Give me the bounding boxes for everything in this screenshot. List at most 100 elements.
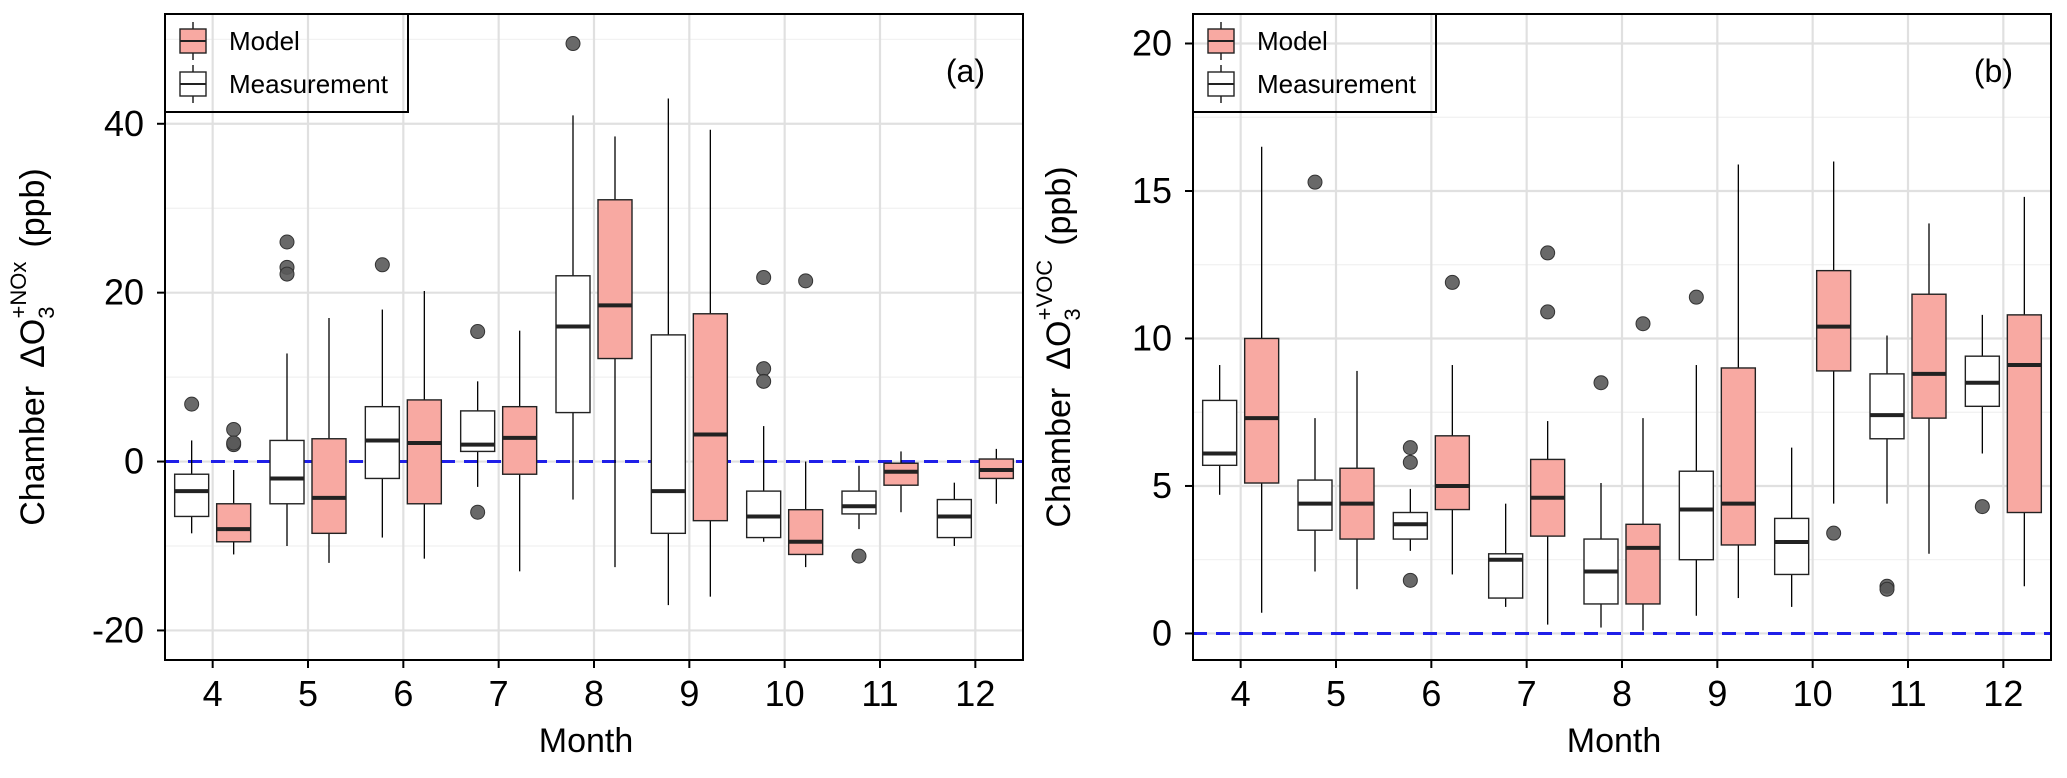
y-tick-label: 40 (104, 103, 144, 144)
panel-a-y-axis-title: Chamber ΔO3+NOx (ppb) (6, 168, 59, 526)
x-tick-label: 5 (1326, 673, 1346, 714)
box-measurement-month-6 (1392, 440, 1429, 588)
iqr-box (311, 438, 347, 535)
outlier-point (279, 266, 295, 282)
x-tick-label: 9 (1707, 673, 1727, 714)
panel-a-legend-key-measurement (179, 65, 207, 103)
outlier-point (1402, 440, 1418, 456)
iqr-box (650, 334, 687, 535)
iqr-box (1869, 373, 1905, 440)
panel-b-y-axis-title: Chamber ΔO3+VOC (ppb) (1032, 166, 1085, 527)
y-tick-label: 0 (124, 441, 144, 482)
box-model-month-5 (1339, 370, 1375, 590)
x-tick-label: 4 (203, 673, 223, 714)
outlier-point (1540, 304, 1556, 320)
outlier-point (374, 257, 390, 273)
box-model-month-9 (692, 129, 729, 597)
iqr-box (1434, 435, 1471, 511)
outlier-point (226, 421, 242, 437)
box-measurement-month-9 (1678, 289, 1715, 616)
panel-b-legend-label-model: Model (1257, 26, 1328, 56)
panel-a-x-tick-labels: 4 5 6 7 8 9 10 11 12 (203, 660, 995, 714)
outlier-point (1974, 499, 1990, 515)
iqr-box (745, 490, 782, 539)
panel-b-gridlines (1193, 14, 2051, 660)
x-tick-label: 7 (1517, 673, 1537, 714)
outlier-point (1826, 525, 1842, 541)
box-measurement-month-5 (269, 234, 305, 546)
panel-a-x-axis-title: Month (539, 722, 634, 760)
outlier-point (226, 435, 242, 451)
panel-b-x-axis-title: Month (1567, 722, 1662, 760)
iqr-box (1911, 293, 1947, 419)
y-tick-label: 5 (1152, 465, 1172, 506)
box-measurement-month-7 (1487, 503, 1524, 607)
iqr-box (883, 462, 919, 486)
outlier-point (470, 504, 486, 520)
panel-b-ylabel-sup: +VOC (1032, 260, 1057, 321)
iqr-box (1815, 269, 1852, 372)
box-model-month-7 (501, 330, 538, 572)
panel-b-legend-key-measurement (1207, 65, 1235, 103)
outlier-point (756, 269, 772, 285)
box-measurement-month-8 (555, 36, 591, 500)
y-tick-label: -20 (92, 609, 144, 650)
box-model-month-6 (1434, 274, 1471, 575)
outlier-point (756, 361, 772, 377)
box-model-month-7 (1529, 245, 1566, 625)
iqr-box (841, 490, 877, 515)
iqr-box (1625, 523, 1661, 605)
outlier-point (470, 324, 486, 340)
box-measurement-month-9 (650, 98, 687, 606)
x-tick-label: 11 (1889, 673, 1926, 714)
svg-text:ChamberΔO3+NOx(ppb): Chamber ΔO3+NOx (ppb) (6, 168, 59, 526)
outlier-point (1593, 375, 1609, 391)
iqr-box (787, 508, 824, 556)
iqr-box (364, 405, 401, 480)
panel-b-ylabel-unit: (ppb) (1040, 166, 1078, 245)
outlier-point (1402, 572, 1418, 588)
svg-text:ChamberΔO3+VOC(ppb): Chamber ΔO3+VOC (ppb) (1032, 166, 1085, 527)
panel-a-legend-label-measurement: Measurement (229, 69, 389, 99)
box-measurement-month-12 (1964, 314, 2001, 515)
box-measurement-month-10 (745, 269, 782, 542)
box-model-month-12 (978, 448, 1015, 504)
outlier-point (1688, 289, 1704, 305)
panel-b-ylabel-sub: 3 (1060, 308, 1085, 320)
panel-b: 0 5 10 15 20 4 5 6 7 8 9 10 11 12 Month Chamber ΔO3+V… (1032, 13, 2052, 760)
panel-b-legend-key-model (1207, 22, 1235, 60)
box-measurement-month-6 (364, 257, 401, 538)
y-tick-label: 10 (1132, 317, 1172, 358)
y-tick-label: 0 (1152, 612, 1172, 653)
outlier-point (1444, 274, 1460, 290)
iqr-box (1773, 517, 1810, 576)
panel-b-legend-label-measurement: Measurement (1257, 69, 1417, 99)
panel-a-label: (a) (946, 53, 985, 89)
panel-a-ylabel-unit: (ppb) (14, 168, 52, 247)
outlier-point (1635, 316, 1651, 332)
x-tick-label: 8 (584, 673, 604, 714)
panel-a-ylabel-sub: 3 (34, 306, 59, 318)
panel-a-legend: Model Measurement (164, 13, 409, 113)
box-measurement-month-4 (173, 396, 210, 534)
box-measurement-month-4 (1201, 365, 1238, 495)
panel-a-boxes (173, 36, 1015, 606)
box-model-month-12 (2006, 196, 2043, 587)
x-tick-label: 10 (1793, 673, 1833, 714)
panel-a-ylabel-base: ΔO (14, 319, 52, 368)
box-measurement-month-5 (1297, 174, 1333, 572)
panel-b-boxes (1201, 146, 2043, 631)
outlier-point (756, 373, 772, 389)
iqr-box (406, 399, 443, 505)
panel-b-ylabel-base: ΔO (1040, 321, 1078, 370)
y-tick-label: 20 (104, 272, 144, 313)
x-tick-label: 9 (679, 673, 699, 714)
outlier-point (565, 36, 581, 52)
box-measurement-month-12 (936, 482, 973, 546)
panel-b-ylabel-prefix: Chamber (1040, 388, 1078, 528)
box-measurement-month-11 (1869, 335, 1905, 597)
y-tick-label: 15 (1132, 170, 1172, 211)
panel-a-gridlines (165, 14, 1023, 660)
iqr-box (936, 498, 973, 539)
box-model-month-4 (1243, 146, 1280, 613)
